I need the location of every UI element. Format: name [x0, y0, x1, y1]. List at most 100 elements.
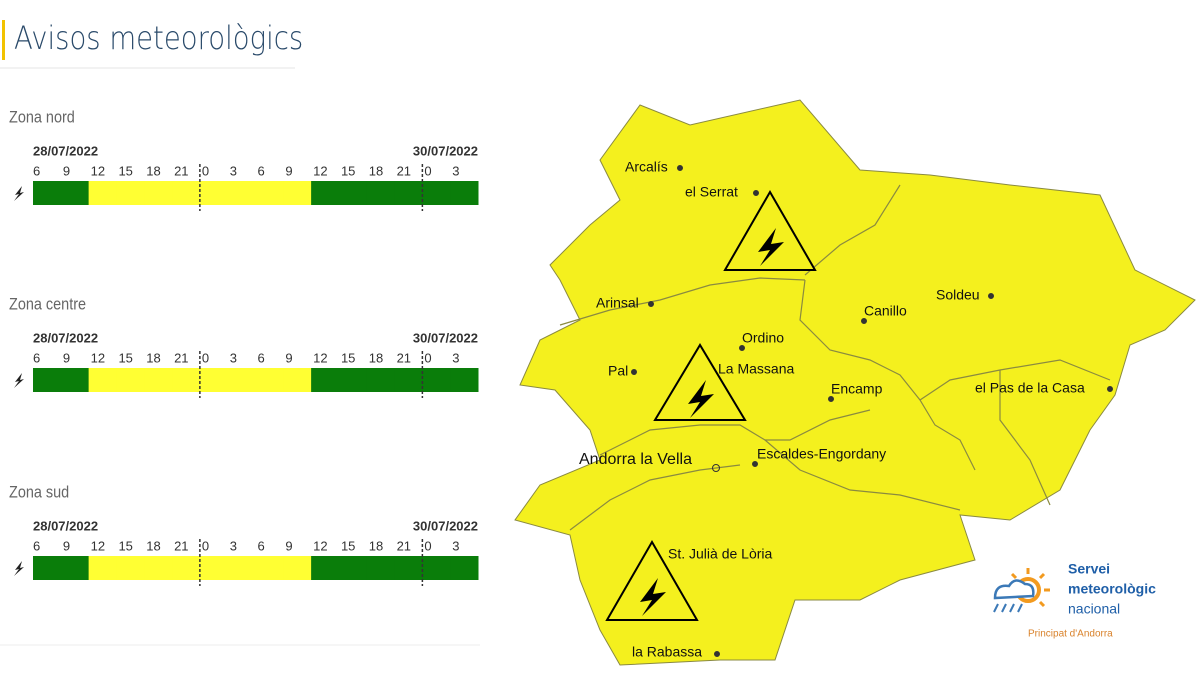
warning-slot: [255, 556, 284, 580]
zone-name: Zona nord: [9, 108, 75, 126]
hour-label: 18: [369, 163, 383, 178]
warning-slot: [199, 181, 229, 205]
hour-label: 3: [452, 350, 459, 365]
place-name: el Serrat: [685, 184, 738, 200]
hour-label: 0: [424, 350, 431, 365]
logo-subtitle: Principat d'Andorra: [1028, 629, 1113, 640]
warning-slot: [144, 181, 173, 205]
place-dot: [739, 345, 745, 351]
hour-label: 18: [369, 538, 383, 553]
logo-text: nacional: [1068, 601, 1120, 617]
warning-slot: [394, 181, 423, 205]
warning-icon: [605, 539, 699, 621]
warning-slot: [394, 368, 423, 392]
map: Arcalís el Serrat Arinsal Ordino Pal La Massa…: [514, 99, 1196, 666]
hour-label: 9: [63, 350, 70, 365]
hour-label: 3: [230, 538, 237, 553]
hour-label: 9: [285, 538, 292, 553]
hour-label: 21: [397, 163, 411, 178]
warning-slot: [88, 556, 117, 580]
hour-label: 12: [91, 538, 105, 553]
hour-label: 0: [424, 163, 431, 178]
place-dot: [752, 461, 758, 467]
place-dot: [714, 651, 720, 657]
warning-slot: [450, 556, 479, 580]
warning-slot: [33, 556, 62, 580]
place-name: Canillo: [864, 303, 907, 319]
hour-label: 9: [285, 350, 292, 365]
warning-slot: [227, 556, 256, 580]
warning-slot: [199, 556, 229, 580]
hour-label: 21: [174, 163, 188, 178]
hour-label: 0: [202, 163, 209, 178]
hour-label: 3: [230, 350, 237, 365]
warning-slot: [283, 181, 312, 205]
start-date: 28/07/2022: [33, 143, 98, 158]
warning-slot: [422, 368, 451, 392]
warning-slot: [88, 368, 117, 392]
start-date: 28/07/2022: [33, 330, 98, 345]
hour-label: 12: [313, 538, 327, 553]
warning-slot: [366, 368, 396, 392]
place-dot: [677, 165, 683, 171]
hour-label: 9: [63, 163, 70, 178]
warning-slot: [33, 368, 62, 392]
lightning-icon: [14, 561, 24, 576]
hour-label: 12: [91, 163, 105, 178]
warning-slot: [172, 556, 201, 580]
warning-slot: [338, 556, 368, 580]
warning-slot: [283, 368, 312, 392]
hour-label: 21: [397, 538, 411, 553]
zone-name: Zona sud: [9, 483, 69, 501]
warning-slot: [144, 556, 173, 580]
lightning-icon: [14, 186, 24, 201]
warning-slot: [311, 556, 340, 580]
start-date: 28/07/2022: [33, 518, 98, 533]
hour-label: 15: [341, 163, 355, 178]
hour-label: 3: [452, 538, 459, 553]
warning-slot: [450, 368, 479, 392]
warning-slot: [311, 368, 340, 392]
warning-slot: [60, 556, 90, 580]
place-name: La Massana: [718, 361, 794, 377]
warning-slot: [60, 368, 90, 392]
place-name: el Pas de la Casa: [975, 380, 1085, 396]
hour-label: 12: [91, 350, 105, 365]
hour-label: 15: [118, 350, 132, 365]
hour-label: 0: [202, 538, 209, 553]
warnings: [605, 189, 817, 621]
place-name: St. Julià de Lòria: [668, 546, 772, 562]
zone-name: Zona centre: [9, 295, 86, 313]
warning-slot: [394, 556, 423, 580]
warning-slot: [422, 181, 451, 205]
place-dot: [753, 190, 759, 196]
warning-slot: [366, 556, 396, 580]
place-name: Andorra la Vella: [579, 451, 692, 468]
place-name: Arcalís: [625, 159, 668, 175]
place-name: Pal: [608, 363, 628, 379]
place-dot: [631, 369, 637, 375]
warning-slot: [311, 181, 340, 205]
title-accent: [2, 20, 5, 60]
logo-text: Servei: [1068, 561, 1110, 577]
warning-slot: [172, 368, 201, 392]
place-name: Encamp: [831, 381, 883, 397]
map-territory: [514, 99, 1196, 666]
warning-slot: [33, 181, 62, 205]
hour-label: 0: [202, 350, 209, 365]
page-title: Avisos meteorològics: [14, 20, 303, 58]
hour-label: 6: [33, 350, 40, 365]
hour-label: 15: [341, 538, 355, 553]
warning-slot: [116, 556, 145, 580]
place-dot: [1107, 386, 1113, 392]
hour-label: 21: [397, 350, 411, 365]
hour-label: 6: [258, 163, 265, 178]
place-name: Arinsal: [596, 295, 639, 311]
warning-slot: [255, 368, 284, 392]
place-dot: [648, 301, 654, 307]
warning-slot: [116, 368, 145, 392]
place-name: Soldeu: [936, 287, 980, 303]
warning-slot: [450, 181, 479, 205]
